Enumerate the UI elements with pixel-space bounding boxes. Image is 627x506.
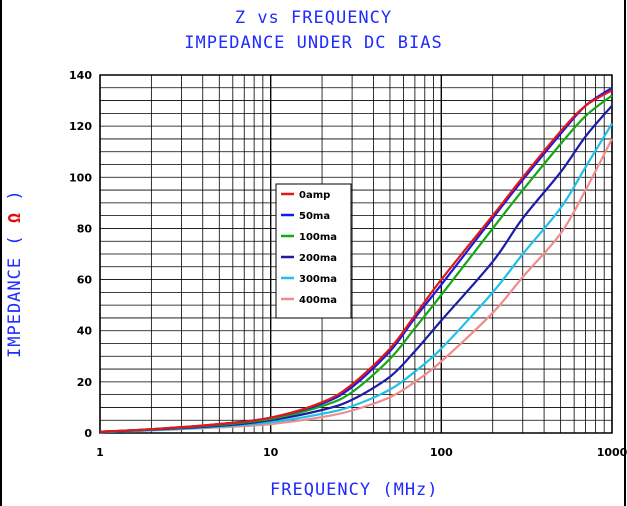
- y-tick-label: 60: [77, 274, 93, 287]
- x-tick-label: 1000: [597, 446, 627, 459]
- y-tick-label: 120: [69, 120, 92, 133]
- y-tick-label: 140: [69, 69, 92, 82]
- frame-right-border: [624, 0, 626, 506]
- legend-label: 50ma: [299, 211, 330, 222]
- x-tick-label: 1: [96, 446, 104, 459]
- y-tick-label: 80: [77, 222, 93, 235]
- plot-frame: [99, 74, 613, 434]
- chart-title: Z vs FREQUENCY: [234, 8, 393, 28]
- x-axis-label: FREQUENCY (MHz): [270, 480, 439, 500]
- x-tick-label: 100: [430, 446, 453, 459]
- legend-box: [275, 183, 352, 319]
- ohm-symbol: Ω: [5, 211, 25, 224]
- y-axis-label-close: ): [5, 189, 25, 201]
- legend-label: 300ma: [299, 274, 337, 285]
- series-line-300ma: [99, 123, 613, 434]
- chart-subtitle: IMPEDANCE UNDER DC BIAS: [184, 33, 443, 53]
- legend-label: 100ma: [299, 232, 337, 243]
- legend-label: 200ma: [299, 253, 337, 264]
- y-axis-label: IMPEDANCE ( Ω ): [5, 189, 25, 358]
- y-axis-label-text: IMPEDANCE (: [5, 234, 25, 358]
- legend-label: 0amp: [299, 190, 330, 201]
- x-tick-label: 10: [263, 446, 279, 459]
- frame-left-border: [0, 0, 2, 506]
- y-tick-label: 40: [77, 325, 93, 338]
- y-tick-label: 0: [84, 427, 92, 440]
- y-tick-label: 100: [69, 171, 92, 184]
- series-line-0amp: [99, 89, 613, 433]
- legend-label: 400ma: [299, 295, 337, 306]
- y-tick-label: 20: [77, 376, 93, 389]
